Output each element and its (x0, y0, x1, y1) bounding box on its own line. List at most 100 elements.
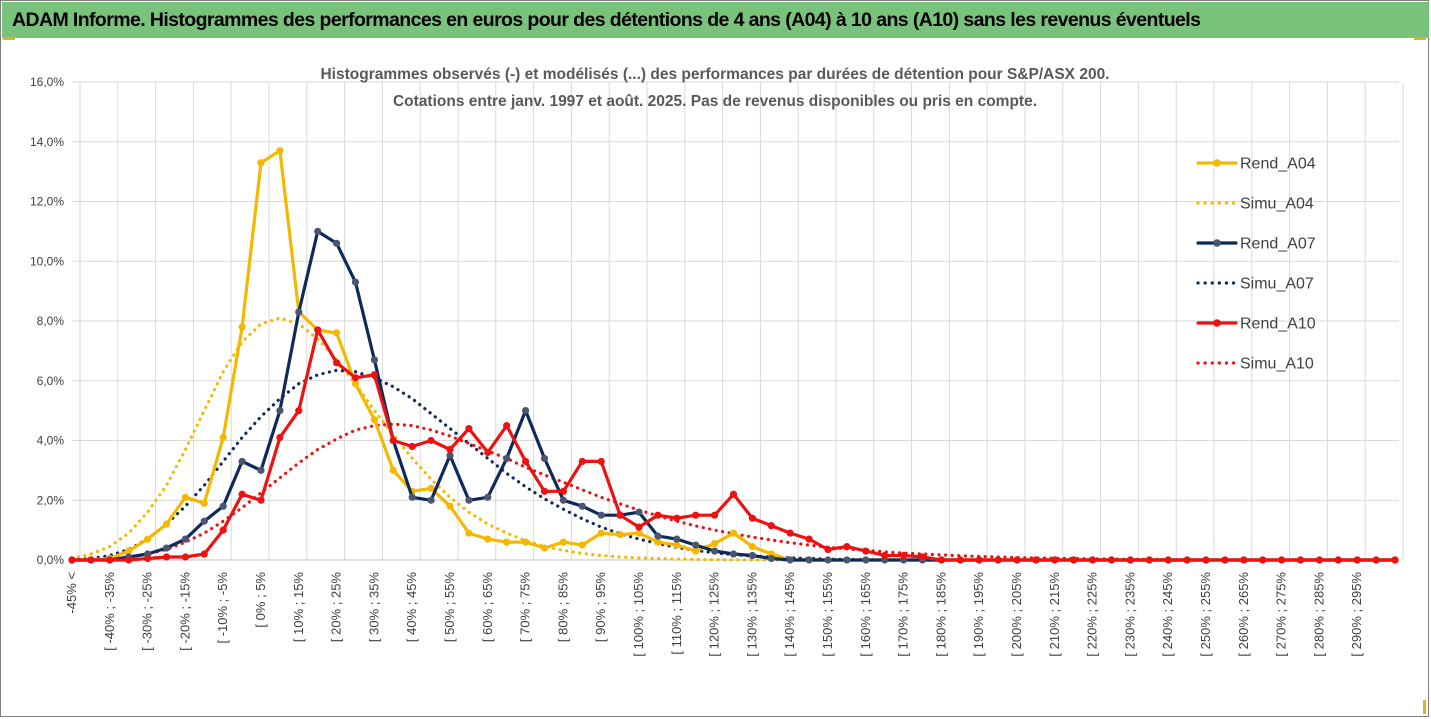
data-point-rend_a10 (1070, 556, 1078, 564)
data-point-rend_a10 (408, 442, 416, 451)
x-tick-label: [ 230% ; 235% (1122, 572, 1137, 657)
legend-label: Simu_A04 (1240, 196, 1314, 213)
data-point-rend_a10 (87, 556, 95, 564)
x-tick-label: [ -20% ; -15% (177, 572, 192, 651)
data-point-rend_a10 (295, 407, 303, 415)
data-point-rend_a04 (181, 493, 189, 501)
chart-title-line-1: Histogrammes observés (-) et modélisés (… (320, 66, 1109, 83)
data-point-rend_a10 (540, 487, 549, 495)
data-point-rend_a04 (238, 323, 246, 331)
corner-mark (1423, 700, 1426, 714)
x-tick-label: [ 20% ; 25% (329, 572, 344, 643)
data-point-rend_a10 (729, 490, 738, 498)
data-point-rend_a10 (503, 421, 511, 430)
data-point-rend_a04 (427, 484, 435, 492)
data-point-rend_a07 (200, 517, 208, 525)
data-point-rend_a07 (729, 550, 738, 558)
data-point-rend_a10 (559, 487, 568, 495)
data-point-rend_a10 (276, 433, 284, 442)
x-tick-label: [ -40% ; -35% (102, 572, 117, 651)
gridlines (72, 81, 1404, 561)
data-point-rend_a04 (162, 520, 171, 528)
data-point-rend_a10 (786, 529, 794, 537)
data-point-rend_a04 (219, 433, 227, 442)
data-point-rend_a10 (389, 436, 397, 445)
x-tick-label: [ 70% ; 75% (518, 572, 533, 643)
data-point-rend_a07 (786, 556, 794, 564)
data-point-rend_a10 (711, 511, 719, 519)
y-axis-ticks: 0,0% 2,0% 4,0% 6,0% 8,0% 10,0% 12,0% 14,0% 16,0% (30, 75, 64, 567)
data-point-rend_a10 (427, 436, 435, 445)
legend-label: Simu_A07 (1240, 276, 1314, 293)
data-point-rend_a04 (200, 499, 208, 507)
data-point-rend_a10 (937, 556, 946, 564)
x-tick-label: [ 0% ; 5% (253, 572, 268, 628)
report-header: ADAM Informe. Histogrammes des performan… (2, 2, 1429, 38)
data-point-rend_a10 (578, 457, 586, 466)
data-point-rend_a04 (673, 541, 681, 549)
data-point-rend_a07 (465, 496, 473, 504)
x-tick-label: [ 250% ; 255% (1198, 572, 1213, 657)
data-point-rend_a07 (257, 466, 265, 474)
data-point-rend_a10 (918, 553, 927, 561)
data-point-rend_a07 (805, 556, 813, 564)
data-point-rend_a10 (1032, 556, 1040, 564)
data-point-rend_a07 (162, 544, 171, 552)
report-title: ADAM Informe. Histogrammes des performan… (12, 9, 1201, 31)
data-point-rend_a07 (597, 511, 605, 519)
x-tick-label: [ 150% ; 155% (820, 572, 835, 657)
series-line-rend_a04 (70, 149, 1397, 562)
data-point-rend_a10 (1221, 556, 1229, 564)
x-tick-label: [ 140% ; 145% (782, 572, 797, 657)
data-point-rend_a10 (370, 371, 378, 379)
data-point-rend_a10 (522, 457, 530, 466)
data-point-rend_a10 (1183, 556, 1191, 564)
legend-marker (1213, 319, 1221, 327)
chart-title-line-2: Cotations entre janv. 1997 et août. 2025… (393, 93, 1037, 110)
data-point-rend_a04 (257, 159, 265, 167)
data-point-rend_a04 (540, 544, 549, 552)
y-tick-label: 6,0% (37, 374, 65, 388)
data-point-rend_a07 (351, 278, 360, 286)
data-point-rend_a07 (446, 451, 454, 460)
data-point-rend_a10 (824, 545, 832, 554)
data-point-rend_a10 (843, 542, 851, 551)
x-tick-label: [ 180% ; 185% (933, 572, 948, 657)
data-point-rend_a04 (692, 547, 700, 555)
data-point-rend_a10 (68, 556, 76, 564)
data-point-rend_a10 (1126, 556, 1134, 564)
y-tick-label: 16,0% (30, 75, 64, 89)
data-point-rend_a04 (144, 535, 152, 543)
data-point-rend_a04 (333, 329, 341, 337)
data-point-rend_a10 (484, 448, 492, 457)
series-line-rend_a07 (70, 229, 1397, 562)
x-tick-label: [ 210% ; 215% (1047, 572, 1062, 657)
x-tick-label: [ 80% ; 85% (555, 572, 570, 643)
legend-marker (1213, 239, 1221, 247)
x-tick-label: [ 130% ; 135% (744, 572, 759, 657)
data-point-rend_a10 (994, 556, 1002, 564)
data-point-rend_a10 (238, 490, 246, 498)
y-tick-label: 10,0% (30, 254, 64, 268)
x-tick-label: -45% < (64, 572, 79, 614)
x-tick-label: [ 100% ; 105% (631, 572, 646, 657)
x-tick-label: [ 120% ; 125% (707, 572, 722, 657)
x-tick-label: [ 190% ; 195% (971, 572, 986, 657)
legend-label: Rend_A04 (1240, 156, 1316, 173)
data-point-rend_a10 (1145, 556, 1153, 564)
legend-label: Simu_A10 (1240, 356, 1314, 373)
corner-mark (1414, 37, 1426, 40)
data-point-rend_a10 (805, 535, 813, 543)
data-point-rend_a07 (181, 535, 189, 543)
data-point-rend_a04 (446, 502, 454, 510)
data-point-rend_a10 (1334, 556, 1342, 564)
data-point-rend_a07 (522, 407, 530, 415)
data-point-rend_a07 (314, 227, 322, 235)
data-point-rend_a07 (862, 556, 870, 564)
x-tick-label: [ -10% ; -5% (215, 572, 230, 644)
corner-mark (3, 37, 15, 40)
data-point-rend_a07 (370, 356, 378, 364)
y-tick-label: 12,0% (30, 195, 64, 209)
data-point-rend_a07 (276, 407, 284, 415)
x-tick-label: [ 220% ; 225% (1085, 572, 1100, 657)
